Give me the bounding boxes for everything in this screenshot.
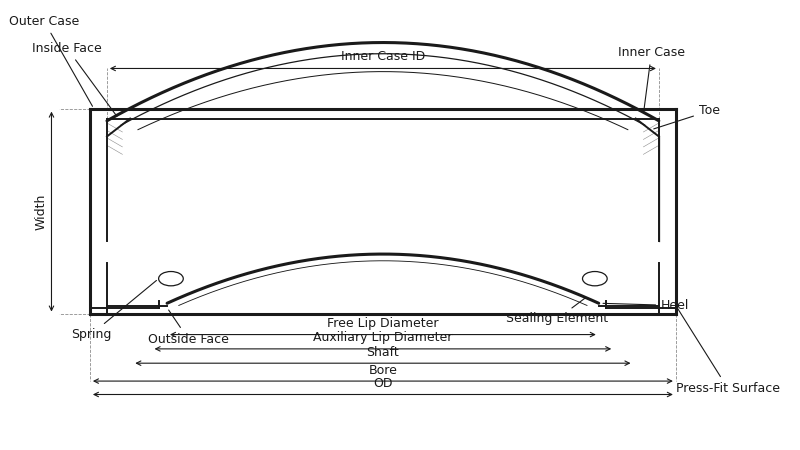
Text: Heel: Heel	[603, 299, 690, 312]
Text: Inside Face: Inside Face	[32, 42, 117, 116]
Text: Inner Case: Inner Case	[618, 46, 685, 111]
Text: Spring: Spring	[70, 280, 157, 341]
Text: Auxiliary Lip Diameter: Auxiliary Lip Diameter	[314, 331, 453, 344]
Text: Shaft: Shaft	[366, 346, 399, 359]
Text: Bore: Bore	[369, 364, 398, 377]
Text: Outer Case: Outer Case	[9, 15, 93, 106]
Text: Inner Case ID: Inner Case ID	[341, 50, 425, 63]
Text: Toe: Toe	[654, 104, 720, 129]
Text: Press-Fit Surface: Press-Fit Surface	[676, 308, 780, 395]
Text: Width: Width	[34, 194, 48, 230]
Text: OD: OD	[373, 377, 393, 390]
Text: Free Lip Diameter: Free Lip Diameter	[327, 317, 438, 330]
Text: Sealing Element: Sealing Element	[506, 298, 608, 325]
Text: Outside Face: Outside Face	[148, 310, 229, 346]
